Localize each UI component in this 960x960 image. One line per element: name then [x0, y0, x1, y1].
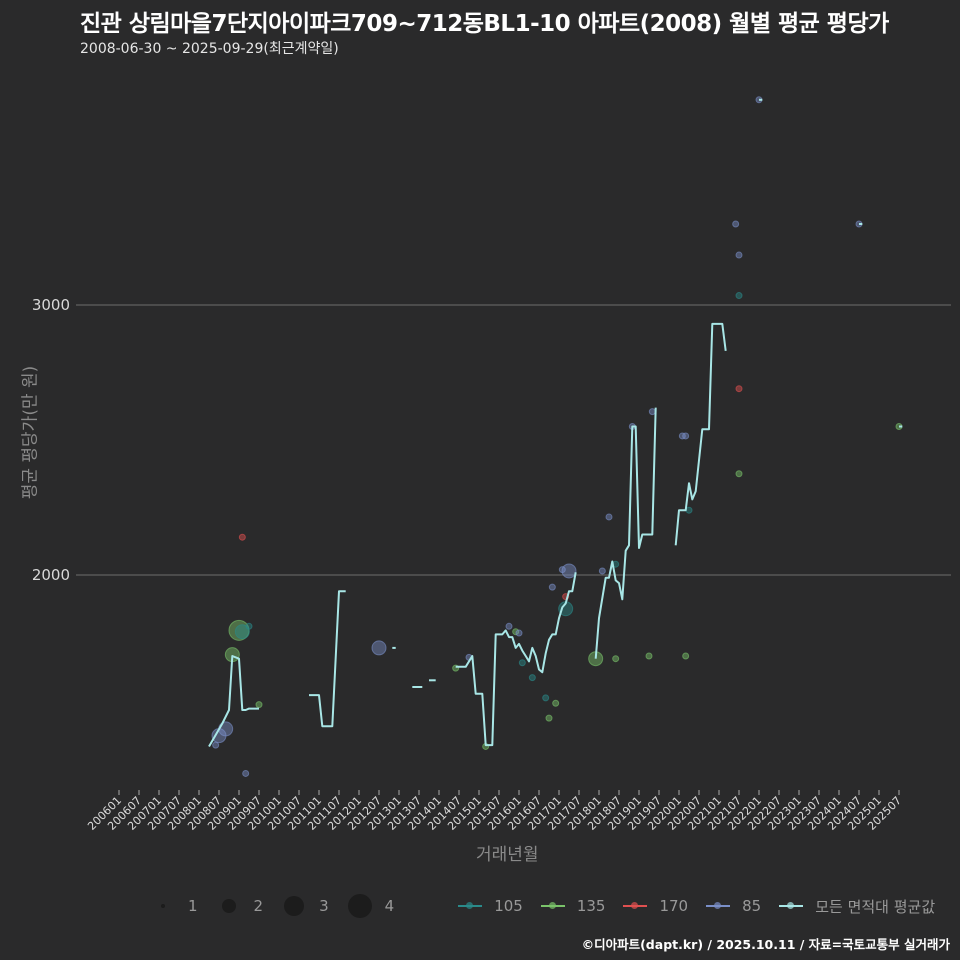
data-point-170 [735, 385, 743, 393]
y-axis-label: 평균 평당가(만 원) [20, 365, 41, 500]
series-legend-label: 85 [742, 897, 762, 915]
data-point-85 [648, 408, 656, 416]
source-footer: ©디아파트(dapt.kr) / 2025.10.11 / 자료=국토교통부 실… [581, 937, 950, 952]
series-line-icon [623, 902, 648, 909]
series-legend-label: 135 [576, 897, 606, 915]
data-point-85 [515, 629, 523, 637]
size-legend-label: 3 [319, 897, 329, 915]
data-point-85 [218, 721, 234, 737]
series-legend: 105 135 170 85 모든 면적대 평균값 [458, 896, 953, 917]
data-point-135 [255, 701, 263, 709]
average-line [208, 98, 903, 748]
data-point-85 [732, 220, 740, 228]
series-line-icon [706, 902, 731, 909]
data-point-105 [518, 659, 526, 667]
legend: 1 2 3 4 105 135 170 85 모든 면적대 평균값 [150, 894, 953, 918]
series-legend-label: 105 [494, 897, 523, 915]
data-point-85 [682, 432, 690, 440]
size-dot-icon [161, 904, 165, 908]
scatter-points [211, 96, 903, 777]
average-line-segment [208, 655, 259, 748]
y-tick-label: 2000 [32, 566, 70, 584]
series-legend-item: 135 [540, 897, 614, 915]
average-line-segment [594, 407, 657, 659]
size-legend-item: 2 [216, 897, 272, 915]
series-legend-item: 170 [623, 897, 696, 915]
series-legend-item: 105 [458, 897, 531, 915]
data-point-85 [735, 251, 743, 259]
y-tick-label: 3000 [32, 296, 70, 314]
size-legend-label: 4 [384, 897, 395, 915]
series-legend-label: 170 [659, 897, 689, 915]
series-legend-item: 모든 면적대 평균값 [779, 896, 943, 917]
data-point-135 [682, 652, 690, 660]
size-legend: 1 2 3 4 [150, 894, 412, 918]
size-dot-icon [347, 894, 372, 918]
series-line-icon [458, 902, 483, 909]
data-point-170 [238, 533, 246, 541]
series-line-icon [540, 902, 565, 909]
size-legend-item: 4 [347, 894, 403, 918]
data-point-135 [545, 714, 553, 722]
data-point-85 [242, 769, 250, 777]
average-line-segment [674, 322, 727, 546]
data-point-85 [598, 567, 606, 575]
series-legend-item: 85 [706, 897, 769, 915]
grid-lines [76, 304, 951, 576]
y-axis-ticks: 2000 3000 [32, 296, 70, 584]
chart-title: 진관 상림마을7단지아이파크709~712동BL1-10 아파트(2008) 월… [80, 11, 889, 37]
size-legend-item: 3 [281, 896, 337, 916]
data-point-105 [735, 292, 743, 300]
average-line-segment [455, 572, 577, 747]
data-point-135 [552, 699, 560, 707]
size-legend-item: 1 [150, 897, 206, 915]
data-point-85 [505, 622, 513, 630]
average-line-segment [309, 590, 346, 728]
data-point-135 [612, 655, 620, 663]
size-legend-label: 2 [253, 897, 264, 915]
data-point-105 [245, 622, 253, 630]
data-point-85 [371, 640, 387, 656]
data-point-85 [212, 741, 220, 749]
size-dot-icon [221, 899, 236, 913]
data-point-105 [542, 694, 550, 702]
data-point-85 [605, 513, 613, 521]
x-axis-label: 거래년월 [476, 845, 539, 865]
data-point-85 [548, 583, 556, 591]
data-point-85 [561, 563, 577, 579]
series-legend-label: 모든 면적대 평균값 [815, 897, 936, 916]
data-point-105 [528, 674, 536, 682]
data-point-105 [234, 624, 250, 640]
data-point-135 [735, 470, 743, 478]
size-legend-label: 1 [188, 897, 198, 915]
size-dot-icon [284, 896, 305, 916]
series-line-icon [779, 902, 804, 909]
chart-subtitle: 2008-06-30 ~ 2025-09-29(최근계약일) [80, 41, 339, 57]
data-point-135 [645, 652, 653, 660]
x-axis-ticks: 2006012006072007012007072008012008072009… [85, 790, 904, 833]
